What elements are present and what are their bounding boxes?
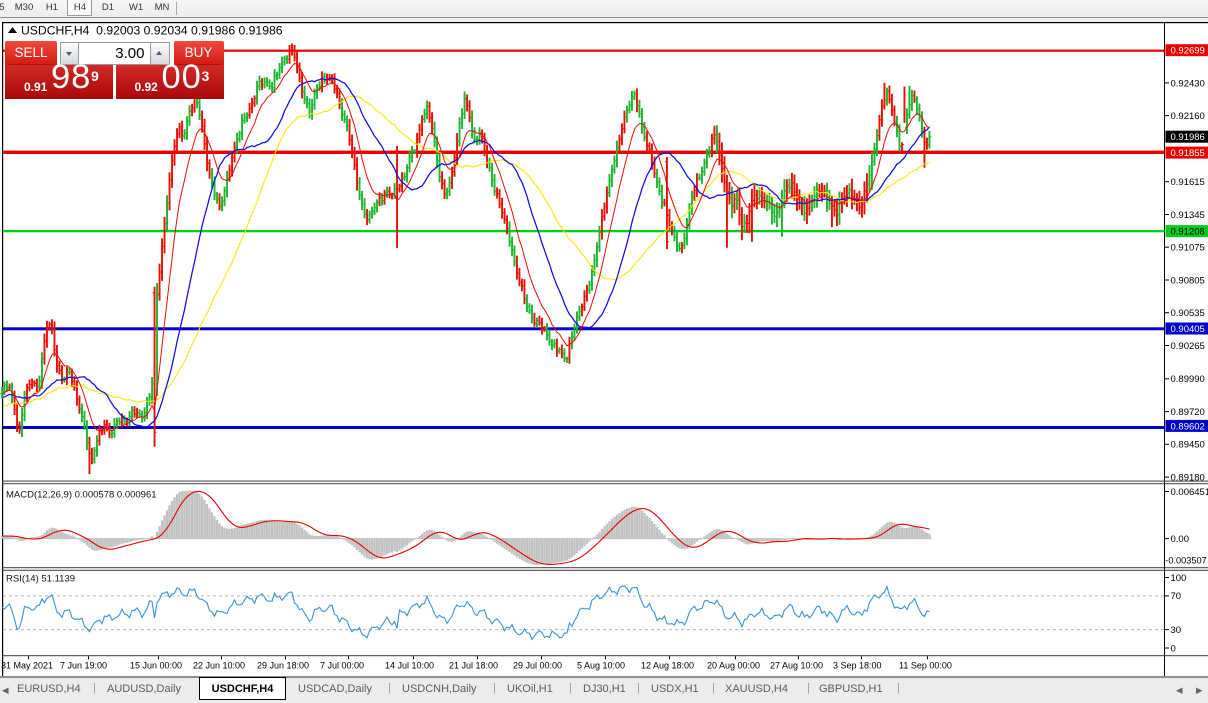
svg-text:0.90405: 0.90405 bbox=[1171, 324, 1205, 335]
svg-text:0.006451: 0.006451 bbox=[1171, 487, 1208, 498]
svg-text:0.89990: 0.89990 bbox=[1171, 374, 1205, 385]
svg-text:5 Aug 10:00: 5 Aug 10:00 bbox=[577, 661, 625, 671]
svg-text:100: 100 bbox=[1171, 573, 1187, 584]
svg-text:0.00: 0.00 bbox=[1171, 534, 1190, 545]
svg-text:0.91855: 0.91855 bbox=[1171, 148, 1205, 159]
svg-text:USDCHF,H4 0.92003 0.92034 0.9: USDCHF,H4 0.92003 0.92034 0.91986 0.9198… bbox=[21, 23, 283, 37]
svg-text:29 Jun 18:00: 29 Jun 18:00 bbox=[257, 661, 309, 671]
svg-text:14 Jul 10:00: 14 Jul 10:00 bbox=[385, 661, 434, 671]
svg-text:0.91208: 0.91208 bbox=[1171, 227, 1205, 238]
svg-text:0.92699: 0.92699 bbox=[1171, 46, 1205, 57]
svg-text:0.92430: 0.92430 bbox=[1171, 78, 1205, 89]
svg-text:RSI(14) 51.1139: RSI(14) 51.1139 bbox=[6, 574, 75, 585]
svg-text:0.89180: 0.89180 bbox=[1171, 473, 1205, 484]
svg-text:29 Jul 00:00: 29 Jul 00:00 bbox=[513, 661, 562, 671]
svg-text:0.90535: 0.90535 bbox=[1171, 308, 1205, 319]
svg-text:0.92160: 0.92160 bbox=[1171, 111, 1205, 122]
svg-text:0.90805: 0.90805 bbox=[1171, 275, 1205, 286]
svg-text:20 Aug 00:00: 20 Aug 00:00 bbox=[707, 661, 760, 671]
svg-text:11 Sep 00:00: 11 Sep 00:00 bbox=[899, 661, 952, 671]
svg-text:MACD(12,26,9) 0.000578 0.00096: MACD(12,26,9) 0.000578 0.000961 bbox=[6, 490, 157, 501]
svg-text:27 Aug 10:00: 27 Aug 10:00 bbox=[770, 661, 823, 671]
svg-text:7 Jun 19:00: 7 Jun 19:00 bbox=[60, 661, 107, 671]
svg-text:0.89602: 0.89602 bbox=[1171, 421, 1205, 432]
svg-text:0: 0 bbox=[1171, 643, 1176, 654]
svg-text:0.90265: 0.90265 bbox=[1171, 341, 1205, 352]
svg-text:0.91345: 0.91345 bbox=[1171, 210, 1205, 221]
svg-text:0.91075: 0.91075 bbox=[1171, 243, 1205, 254]
svg-text:7 Jul 00:00: 7 Jul 00:00 bbox=[320, 661, 364, 671]
svg-text:31 May 2021: 31 May 2021 bbox=[1, 661, 53, 671]
svg-text:-0.003507: -0.003507 bbox=[1165, 555, 1206, 565]
svg-text:0.89720: 0.89720 bbox=[1171, 407, 1205, 418]
svg-text:21 Jul 18:00: 21 Jul 18:00 bbox=[449, 661, 498, 671]
svg-text:0.89450: 0.89450 bbox=[1171, 440, 1205, 451]
svg-text:70: 70 bbox=[1171, 591, 1182, 602]
svg-text:22 Jun 10:00: 22 Jun 10:00 bbox=[193, 661, 245, 671]
svg-text:30: 30 bbox=[1171, 625, 1182, 636]
svg-text:12 Aug 18:00: 12 Aug 18:00 bbox=[641, 661, 694, 671]
svg-text:0.91615: 0.91615 bbox=[1171, 177, 1205, 188]
svg-text:0.91986: 0.91986 bbox=[1171, 132, 1205, 143]
svg-text:3 Sep 18:00: 3 Sep 18:00 bbox=[833, 661, 882, 671]
svg-text:15 Jun 00:00: 15 Jun 00:00 bbox=[130, 661, 182, 671]
